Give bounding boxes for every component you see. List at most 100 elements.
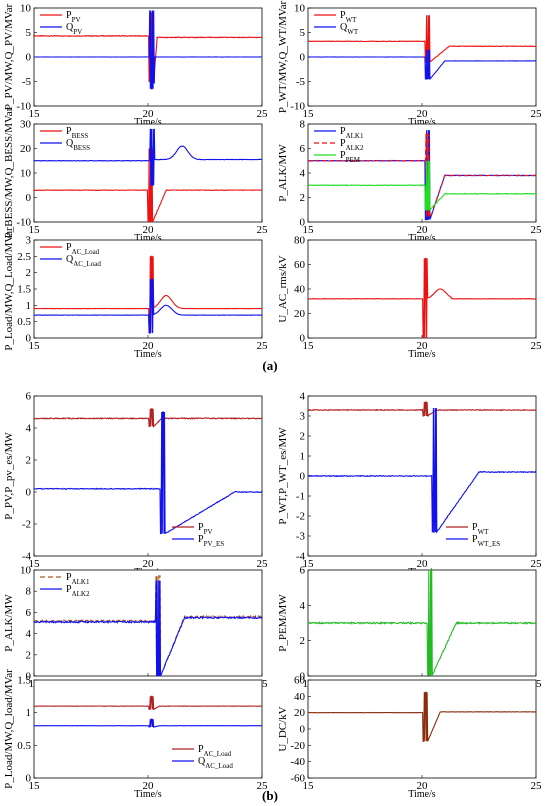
y-tick-label: -10 [16, 101, 31, 113]
y-axis-label: P_WT,P_WT_es/MW [277, 427, 289, 525]
chart-a1: -10 -5 0 5 10 15 20 25 Time/s P_PV/MW,Q_PV/MVar PP… [3, 3, 268, 129]
x-tick-label: 20 [417, 340, 429, 352]
caption-a: (a) [262, 358, 277, 373]
series-line [34, 408, 262, 429]
y-axis-label: P_PEM/MW [277, 594, 289, 652]
legend-label: PWT [340, 10, 357, 24]
y-tick-label: 3 [26, 235, 32, 247]
y-tick-label: 8 [300, 119, 306, 131]
legend-label: PAC_Load [198, 744, 232, 758]
legend-label: QPV [66, 22, 82, 36]
y-tick-label: -3 [296, 531, 306, 543]
y-tick-label: 0.5 [17, 316, 31, 328]
y-tick-label: -5 [296, 76, 306, 88]
y-tick-label: 2 [26, 649, 32, 661]
series-line [34, 695, 262, 711]
series-line [308, 691, 536, 742]
x-tick-label: 25 [257, 780, 269, 792]
y-tick-label: -4 [296, 551, 306, 563]
series-line [34, 255, 262, 333]
chart-a2: -10 -5 0 5 10 15 20 25 Time/s P_WT/MW,Q_WT/MVar PW… [277, 1, 542, 128]
y-tick-label: 1.5 [17, 284, 31, 296]
y-tick-label: 2 [26, 455, 32, 467]
series-line [34, 718, 262, 728]
x-tick-label: 20 [143, 340, 155, 352]
x-tick-label: 25 [531, 780, 543, 792]
y-tick-label: 1 [300, 451, 306, 463]
series-line [34, 580, 262, 676]
x-axis-label: Time/s [134, 349, 162, 360]
plot-frame [33, 679, 263, 779]
series-line [34, 575, 262, 676]
series-line [34, 12, 262, 83]
series-line [308, 133, 536, 218]
chart-b5: 0 0.5 1 1.5 15 20 25 Time/s P_Load/MW,Q_load/MVa… [3, 669, 268, 800]
series-line [34, 10, 262, 90]
y-tick-label: 6 [26, 607, 32, 619]
y-tick-label: 0 [300, 333, 306, 345]
series-line [308, 407, 536, 534]
y-tick-label: 40 [294, 284, 306, 296]
y-tick-label: 1.5 [17, 675, 31, 687]
y-tick-label: 0 [26, 52, 32, 64]
y-tick-label: 2 [300, 192, 306, 204]
series-line [308, 257, 536, 338]
legend-label: PALK1 [340, 126, 364, 140]
legend-label: QAC_Load [198, 756, 233, 770]
y-axis-label: P_ALK/MW [3, 594, 15, 652]
y-tick-label: 10 [20, 168, 32, 180]
legend-label: PALK2 [66, 584, 90, 598]
x-axis-label: Time/s [408, 349, 436, 360]
x-axis-label: Time/s [408, 117, 436, 128]
y-tick-label: 0 [300, 671, 306, 683]
x-tick-label: 15 [303, 558, 315, 570]
plot-frame [33, 239, 263, 339]
y-tick-label: 2 [300, 431, 306, 443]
legend-label: PWT [472, 522, 489, 536]
y-tick-label: 10 [20, 3, 32, 15]
legend-label: PPV [198, 522, 213, 536]
y-tick-label: 6 [300, 143, 306, 155]
y-tick-label: 4 [300, 391, 306, 403]
y-axis-label: U_AC_rms/kV [277, 255, 289, 322]
series-line [34, 411, 262, 535]
y-tick-label: -1 [296, 491, 305, 503]
x-tick-label: 25 [531, 340, 543, 352]
series-line [308, 49, 536, 81]
legend-label: PPV_ES [198, 534, 224, 548]
x-tick-label: 25 [531, 224, 543, 236]
legend-label: QBESS [66, 138, 90, 152]
plot-frame [307, 239, 537, 339]
y-tick-label: 0 [26, 671, 32, 683]
x-axis-label: Time/s [408, 233, 436, 244]
y-tick-label: 10 [20, 565, 32, 577]
y-tick-label: -10 [16, 217, 31, 229]
y-tick-label: 1 [26, 300, 32, 312]
x-axis-label: Time/s [134, 233, 162, 244]
y-tick-label: 20 [20, 143, 32, 155]
x-tick-label: 15 [303, 224, 315, 236]
series-line [34, 278, 262, 334]
y-tick-label: 6 [26, 391, 32, 403]
legend-label: PPV [66, 10, 81, 24]
x-tick-label: 15 [29, 108, 41, 120]
y-axis-label: P_WT/MW,Q_WT/MVar [277, 1, 289, 114]
y-tick-label: -20 [290, 740, 305, 752]
y-tick-label: 5 [26, 27, 32, 39]
x-axis-label: Time/s [134, 117, 162, 128]
x-tick-label: 15 [29, 558, 41, 570]
x-tick-label: 20 [417, 780, 429, 792]
y-tick-label: 2 [300, 635, 306, 647]
y-tick-label: 2 [26, 267, 32, 279]
plot-frame [307, 123, 537, 223]
x-tick-label: 15 [303, 780, 315, 792]
chart-a6: 0 20 40 60 80 15 20 25 Time/s U_AC_rms/kV [277, 235, 542, 361]
y-tick-label: 30 [20, 119, 32, 131]
y-axis-label: P_Load/MW,Q_load/MVar [3, 669, 15, 789]
y-tick-label: 0.5 [17, 740, 31, 752]
